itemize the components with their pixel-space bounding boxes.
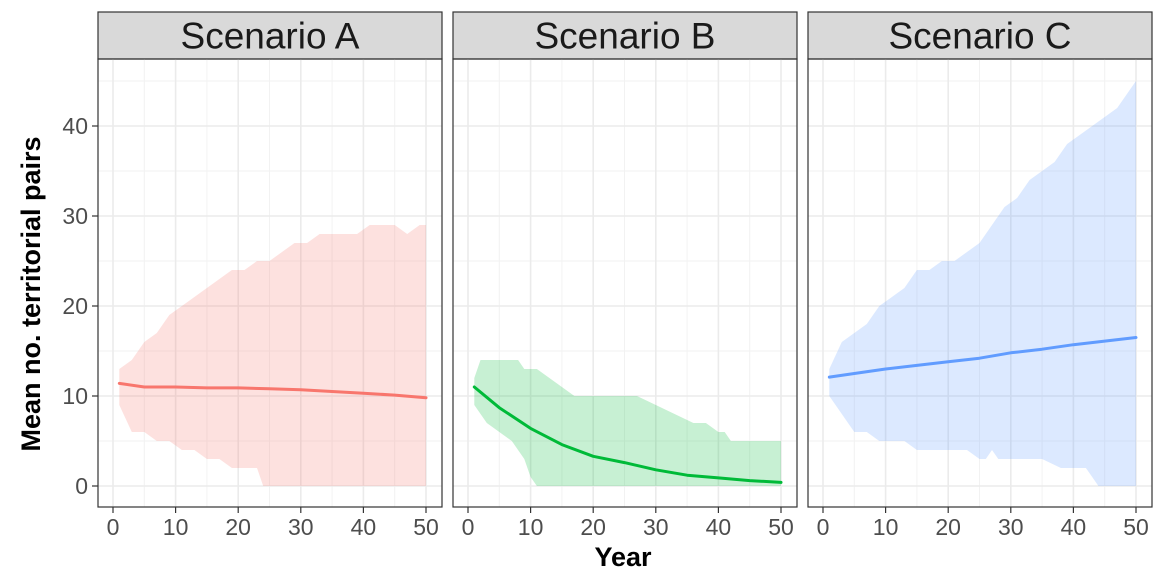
facet-strip	[452, 11, 798, 60]
x-tick-label: 30	[288, 514, 314, 540]
x-tick-label: 30	[643, 514, 669, 540]
x-axis-2: 0 10 20 30 40 50	[462, 507, 794, 540]
facet-title: Scenario A	[181, 16, 360, 57]
confidence-band	[474, 360, 781, 486]
panel-border	[97, 58, 443, 508]
facet-strip	[97, 11, 443, 60]
y-tick-label: 10	[62, 383, 88, 409]
mean-line	[117, 381, 428, 400]
x-tick-label: 20	[580, 514, 606, 540]
y-tick-label: 30	[62, 203, 88, 229]
panel-border	[807, 58, 1153, 508]
x-tick-label: 50	[1123, 514, 1149, 540]
x-tick-label: 40	[706, 514, 732, 540]
x-axis-1: 0 10 20 30 40 50	[107, 507, 439, 540]
x-tick-label: 40	[1061, 514, 1087, 540]
x-tick-label: 30	[998, 514, 1024, 540]
y-axis: 0 10 20 30 40	[62, 113, 98, 499]
y-tick-label: 0	[75, 473, 88, 499]
y-tick-label: 20	[62, 293, 88, 319]
x-axis-label: Year	[594, 542, 652, 572]
panel-border	[452, 58, 798, 508]
panels-group: Scenario A Scenario B Scenario C	[97, 11, 1153, 508]
y-axis-label: Mean no. territorial pairs	[16, 136, 46, 451]
x-tick-label: 50	[768, 514, 794, 540]
mean-line	[827, 336, 1138, 379]
x-tick-label: 20	[225, 514, 251, 540]
facet-title: Scenario B	[535, 16, 716, 57]
confidence-band	[119, 225, 427, 486]
x-tick-label: 40	[351, 514, 377, 540]
x-tick-label: 0	[107, 514, 120, 540]
x-axis-3: 0 10 20 30 40 50	[817, 507, 1149, 540]
mean-line	[472, 385, 783, 484]
x-axes: 0 10 20 30 40 50 0 10 20 30 40 50 0 10 20 30 40 50	[107, 507, 1149, 540]
x-tick-label: 10	[518, 514, 544, 540]
x-tick-label: 50	[413, 514, 439, 540]
x-tick-label: 10	[873, 514, 899, 540]
x-tick-label: 10	[163, 514, 189, 540]
confidence-band	[829, 81, 1136, 486]
panel-1: Scenario A	[97, 11, 443, 508]
y-tick-label: 40	[62, 113, 88, 139]
panel-2: Scenario B	[452, 11, 798, 508]
facet-title: Scenario C	[888, 16, 1071, 57]
x-tick-label: 20	[935, 514, 961, 540]
panel-3: Scenario C	[807, 11, 1153, 508]
x-tick-label: 0	[462, 514, 475, 540]
facet-strip	[807, 11, 1153, 60]
x-tick-label: 0	[817, 514, 830, 540]
